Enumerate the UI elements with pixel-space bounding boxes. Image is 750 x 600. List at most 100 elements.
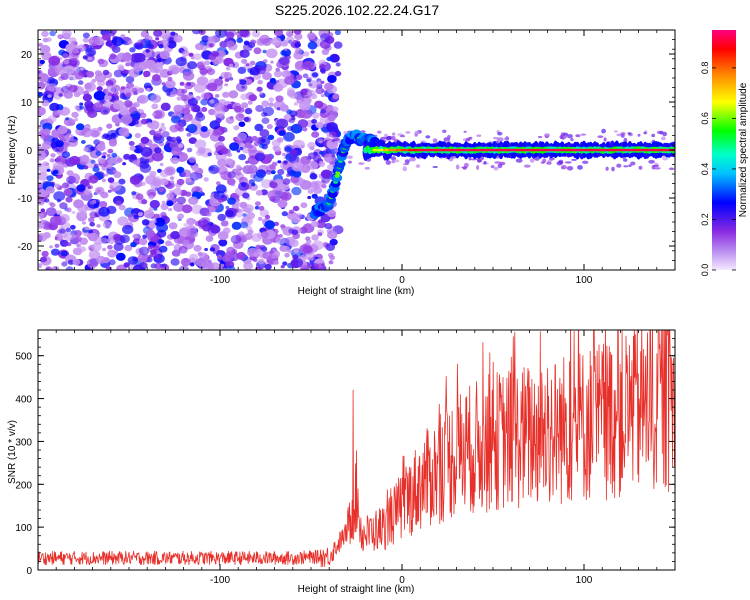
spectrogram-cell — [113, 250, 119, 255]
spectrogram-cell — [275, 80, 280, 83]
spectrogram-cell — [601, 128, 606, 134]
spectrogram-cell — [49, 158, 55, 163]
spectrogram-cell — [105, 80, 114, 87]
spectrogram-cell — [177, 143, 184, 148]
spectrogram-marks — [38, 30, 675, 270]
spectrogram-cell — [199, 67, 208, 75]
spectrogram-cell — [230, 234, 242, 244]
spectrogram-cell — [331, 154, 336, 158]
spectrogram-cell — [124, 244, 133, 252]
spectrogram-cell — [241, 102, 249, 109]
spectrogram-cell — [301, 109, 313, 118]
spectrogram-cell — [63, 91, 73, 99]
spectrogram-cell — [122, 224, 134, 235]
spectrogram-cell — [273, 83, 284, 92]
spectrogram-cell — [268, 97, 275, 103]
spectrogram-cell — [279, 104, 289, 112]
spectrogram-cell — [123, 262, 130, 268]
spectrogram-cell — [74, 230, 82, 237]
spectrogram-cell — [307, 32, 316, 40]
spectrogram-cell — [176, 96, 182, 101]
spectrogram-cell — [44, 198, 50, 203]
spectrogram-cell — [62, 53, 69, 59]
colorbar-tick-label: 0.6 — [700, 112, 710, 125]
spectrogram-cell — [151, 103, 159, 110]
spectrogram-cell — [302, 127, 308, 132]
spectrogram-cell — [189, 172, 200, 181]
spectrogram-xlabel: Height of straight line (km) — [298, 286, 415, 297]
spectrogram-cell — [256, 38, 266, 46]
spectrogram-cell — [262, 72, 272, 80]
spectrogram-cell — [218, 135, 225, 142]
spectrogram-cell — [152, 112, 157, 117]
spectrogram-cell — [137, 253, 148, 263]
spectrogram-cell — [564, 161, 572, 164]
spectrogram-cell — [284, 76, 295, 85]
spectrogram-cell — [170, 258, 180, 266]
spectrogram-cell — [112, 169, 118, 173]
spectrogram-cell — [151, 219, 157, 224]
spectrogram-cell — [291, 161, 303, 172]
spectrogram-cell — [310, 220, 319, 228]
spectrogram-cell — [81, 221, 87, 225]
spectrogram-cell — [168, 207, 173, 212]
spectrogram-cell — [537, 135, 543, 139]
spectrogram-cell — [102, 247, 107, 252]
spectrogram-cell — [100, 237, 108, 244]
spectrogram-cell — [47, 94, 52, 98]
spectrogram-cell — [107, 148, 114, 154]
spectrogram-cell — [183, 223, 188, 227]
spectrogram-cell — [623, 137, 628, 143]
spectrogram-cell — [185, 177, 192, 183]
spectrogram-cell — [186, 132, 192, 137]
spectrogram-cell — [627, 132, 632, 135]
spectrogram-cell — [247, 145, 257, 154]
spectrogram-cell — [131, 110, 141, 119]
spectrogram-cell — [215, 30, 227, 38]
y-tick-label: 200 — [15, 480, 32, 491]
spectrogram-cell — [224, 78, 230, 82]
spectrogram-cell — [139, 112, 147, 119]
spectrogram-cell — [88, 36, 100, 46]
spectrogram-cell — [191, 30, 201, 35]
spectrogram-cell — [311, 240, 324, 251]
spectrogram-cell — [303, 51, 310, 57]
y-tick-label: 500 — [15, 352, 32, 363]
spectrogram-cell — [169, 70, 174, 74]
colorbar-tick-label: 0.4 — [700, 163, 710, 176]
spectrogram-cell — [215, 152, 227, 162]
spectrogram-cell — [102, 69, 110, 76]
spectrogram-cell — [241, 58, 248, 64]
spectrogram-cell — [127, 256, 138, 265]
spectrogram-cell — [281, 70, 291, 78]
spectrogram-cell — [261, 100, 270, 107]
spectrogram-cell — [131, 191, 137, 196]
spectrogram-cell — [125, 62, 131, 67]
spectrogram-cell — [318, 102, 328, 111]
spectrogram-cell — [81, 140, 86, 144]
spectrogram-cell — [271, 37, 282, 46]
spectrogram-cell — [41, 100, 50, 107]
spectrogram-cell — [140, 146, 153, 157]
spectrogram-cell — [319, 150, 324, 155]
spectrogram-cell — [276, 107, 281, 111]
spectrogram-cell — [300, 88, 313, 99]
spectrogram-cell — [149, 199, 160, 209]
spectrogram-cell — [46, 168, 51, 172]
spectrogram-cell — [137, 212, 143, 217]
colorbar-label: Normalized spectral amplitude — [738, 82, 749, 217]
spectrogram-cell — [38, 183, 43, 189]
spectrogram-cell — [391, 135, 396, 141]
spectrogram-cell — [577, 165, 583, 170]
spectrogram-cell — [119, 106, 130, 116]
spectrogram-cell — [140, 118, 148, 125]
spectrogram-cell — [402, 166, 407, 172]
spectrogram-cell — [148, 222, 156, 229]
spectrogram-cell — [277, 160, 282, 164]
spectrogram-cell — [107, 177, 115, 183]
spectrogram-cell — [194, 139, 207, 150]
spectrogram-cell — [275, 236, 286, 245]
spectrogram-cell — [118, 178, 126, 185]
spectrogram-cell — [83, 147, 89, 152]
spectrogram-cell — [195, 113, 206, 122]
